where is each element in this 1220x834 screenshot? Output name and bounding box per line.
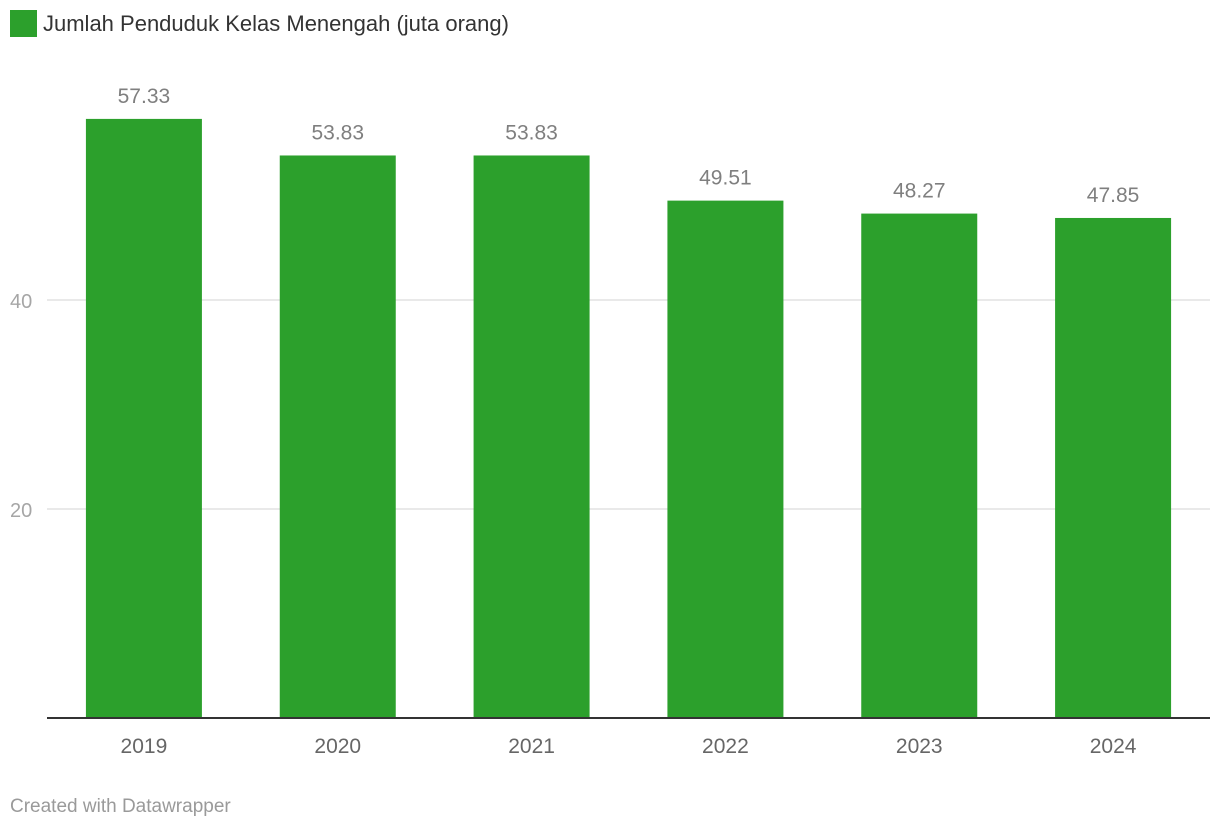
x-tick-label-2023: 2023 — [896, 735, 943, 758]
chart-legend: Jumlah Penduduk Kelas Menengah (juta ora… — [10, 10, 509, 37]
x-tick-label-2022: 2022 — [702, 735, 749, 758]
data-label-2020: 53.83 — [311, 121, 364, 144]
bar-chart: 20 40 57.33 2019 53.83 2020 53.83 2021 49.51 2022… — [10, 85, 1210, 758]
bar-2024 — [1055, 217, 1172, 718]
bar-2019 — [85, 118, 202, 719]
legend-label: Jumlah Penduduk Kelas Menengah (juta ora… — [43, 11, 509, 36]
x-tick-label-2019: 2019 — [121, 735, 168, 758]
x-tick-label-2024: 2024 — [1090, 735, 1137, 758]
x-tick-label-2020: 2020 — [314, 735, 361, 758]
footer-credit: Created with Datawrapper — [10, 796, 231, 817]
bar-2022 — [667, 200, 784, 719]
data-label-2023: 48.27 — [893, 180, 946, 203]
y-tick-label-40: 40 — [10, 291, 32, 313]
bar-2021 — [473, 155, 590, 718]
bar-2020 — [279, 155, 396, 718]
data-label-2021: 53.83 — [505, 121, 558, 144]
legend-swatch — [10, 10, 37, 37]
data-label-2019: 57.33 — [118, 85, 171, 108]
bar-2023 — [861, 213, 978, 719]
data-label-2022: 49.51 — [699, 167, 752, 190]
data-label-2024: 47.85 — [1087, 184, 1140, 207]
y-tick-label-20: 20 — [10, 500, 32, 522]
x-tick-label-2021: 2021 — [508, 735, 555, 758]
